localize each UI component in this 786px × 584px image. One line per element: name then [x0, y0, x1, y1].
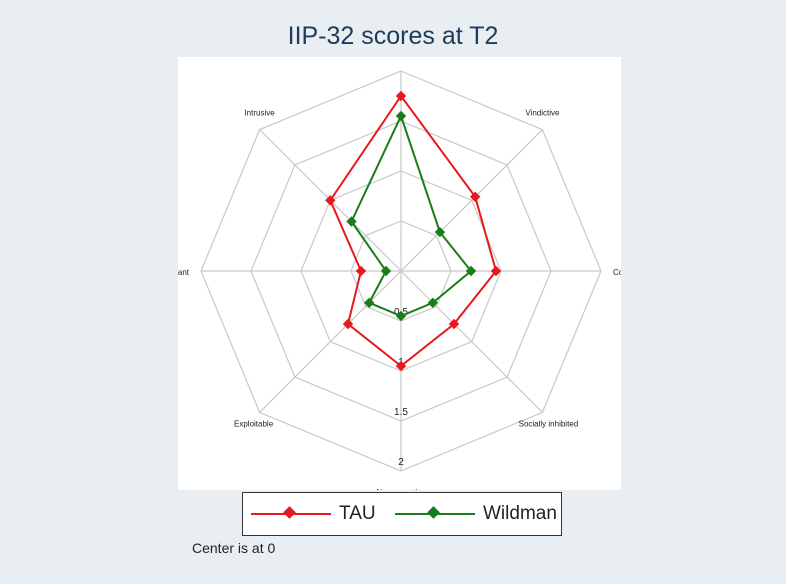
- axis-label: Socially inhibited: [519, 419, 579, 428]
- data-point-wildman: [434, 226, 446, 238]
- data-point-wildman: [427, 297, 439, 309]
- data-point-tau: [395, 360, 407, 372]
- chart-title: IIP-32 scores at T2: [287, 22, 499, 50]
- data-point-wildman: [465, 265, 477, 277]
- data-point-tau: [490, 265, 502, 277]
- data-point-wildman: [395, 110, 407, 122]
- grid-spoke: [400, 129, 543, 272]
- grid-spoke: [259, 270, 402, 413]
- footnote: Center is at 0: [192, 540, 276, 556]
- data-point-wildman: [395, 310, 407, 322]
- legend-item-wildman: Wildman: [395, 493, 557, 535]
- axis-label: Exploitable: [234, 419, 274, 428]
- axis-label: Overly nurturant: [178, 268, 190, 277]
- data-point-tau: [355, 265, 367, 277]
- radar-chart: DomineeringVindictiveColdSocially inhibi…: [178, 70, 621, 490]
- legend-swatch-wildman: [395, 506, 475, 521]
- series-line-tau: [329, 94, 498, 368]
- plot-panel: DomineeringVindictiveColdSocially inhibi…: [178, 57, 621, 490]
- axis-label: Non-assertive: [376, 488, 426, 490]
- data-point-tau: [325, 195, 336, 206]
- axis-label: Vindictive: [525, 109, 560, 118]
- legend-label-tau: TAU: [339, 503, 376, 524]
- axis-label: Intrusive: [244, 109, 275, 118]
- data-point-wildman: [380, 265, 392, 277]
- grid-spoke: [400, 270, 543, 413]
- radial-tick-label: 1.5: [394, 407, 408, 418]
- legend: TAU Wildman: [242, 492, 562, 536]
- legend-swatch-tau: [251, 506, 331, 521]
- data-point-tau: [395, 90, 407, 102]
- data-point-tau: [342, 318, 354, 330]
- legend-label-wildman: Wildman: [483, 503, 557, 524]
- data-point-tau: [448, 318, 460, 330]
- radial-tick-label: 2: [398, 457, 404, 468]
- data-point-wildman: [363, 297, 375, 309]
- data-point-wildman: [346, 216, 357, 227]
- data-point-tau: [469, 191, 481, 203]
- series-line-wildman: [350, 113, 473, 318]
- axis-label: Cold: [613, 268, 621, 277]
- legend-item-tau: TAU: [251, 493, 376, 535]
